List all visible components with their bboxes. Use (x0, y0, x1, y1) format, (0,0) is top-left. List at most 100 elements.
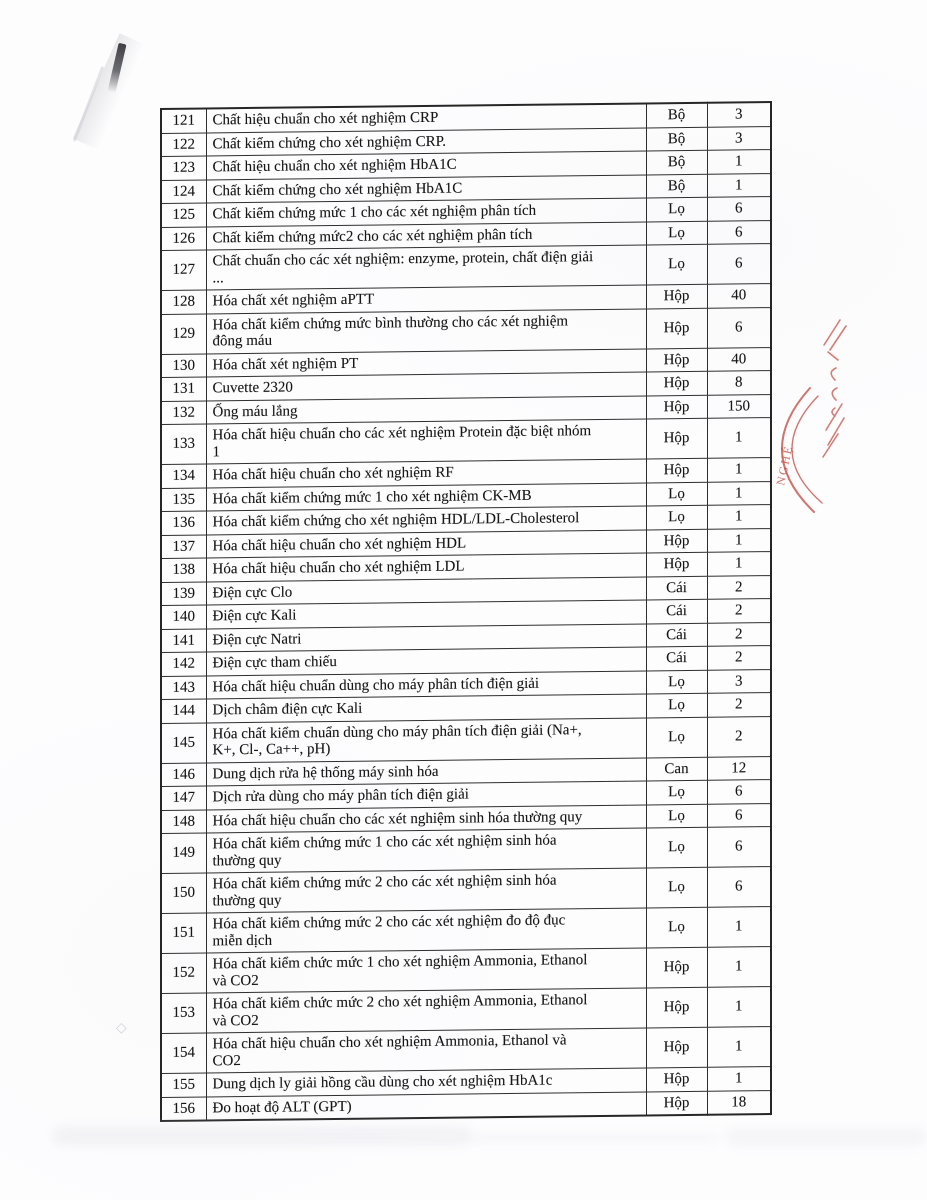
row-quantity: 150 (707, 394, 771, 419)
row-number: 126 (161, 226, 206, 251)
row-number: 153 (161, 992, 206, 1034)
row-quantity: 2 (707, 645, 771, 670)
row-unit: Hộp (646, 458, 707, 483)
row-unit: Lọ (646, 693, 707, 718)
row-quantity: 3 (707, 126, 771, 151)
stamp-inner-arc (791, 395, 823, 504)
row-quantity: 2 (707, 692, 771, 717)
scan-speck-diamond: ◇ (116, 1020, 127, 1036)
row-quantity: 6 (707, 243, 771, 285)
row-unit: Hộp (646, 394, 707, 419)
row-quantity: 1 (707, 946, 771, 988)
stamp-outer-arc (781, 387, 815, 513)
row-quantity: 12 (707, 756, 771, 781)
table-row: 133 Hóa chất hiệu chuẩn cho các xét nghi… (161, 417, 771, 465)
row-unit: Bộ (646, 173, 707, 198)
table-row: 145 Hóa chất kiểm chuẩn dùng cho máy phâ… (161, 716, 771, 763)
row-number: 147 (161, 785, 206, 810)
row-unit: Hộp (646, 987, 707, 1028)
row-number: 144 (161, 698, 206, 723)
row-number: 150 (161, 872, 206, 914)
row-description: Đo hoạt độ ALT (GPT) (206, 1091, 646, 1121)
row-unit: Lọ (646, 669, 707, 694)
row-number: 130 (161, 353, 206, 378)
row-unit: Hộp (646, 371, 707, 396)
row-description: Hóa chất kiểm chức mức 2 cho xét nghiệm … (206, 987, 646, 1033)
row-quantity: 6 (707, 196, 771, 221)
row-unit: Hộp (646, 347, 707, 372)
row-quantity: 1 (707, 417, 771, 459)
row-number: 128 (161, 289, 206, 314)
row-number: 156 (161, 1096, 206, 1121)
row-quantity: 2 (707, 622, 771, 647)
row-number: 152 (161, 952, 206, 994)
row-number: 124 (161, 179, 206, 204)
row-unit: Lọ (646, 780, 707, 805)
row-number: 131 (161, 376, 206, 401)
row-number: 135 (161, 487, 206, 512)
row-quantity: 40 (707, 347, 771, 372)
row-unit: Cái (646, 622, 707, 647)
row-quantity: 40 (707, 283, 771, 308)
row-unit: Hộp (646, 284, 707, 309)
row-quantity: 1 (707, 1066, 771, 1091)
row-quantity: 1 (707, 528, 771, 553)
table-row: 152 Hóa chất kiểm chức mức 1 cho xét ngh… (161, 946, 771, 994)
row-unit: Hộp (646, 947, 707, 988)
table-row: 149 Hóa chất kiểm chứng mức 1 cho các xé… (161, 826, 771, 874)
row-quantity: 1 (707, 173, 771, 198)
row-description: Hóa chất kiểm chức mức 1 cho xét nghiệm … (206, 947, 646, 993)
row-description: Hóa chất hiệu chuẩn cho xét nghiệm Ammon… (206, 1027, 646, 1073)
row-unit: Lọ (646, 803, 707, 828)
row-unit: Lọ (646, 197, 707, 222)
row-quantity: 1 (707, 906, 771, 948)
row-description: Hóa chất kiểm chuẩn dùng cho máy phân tí… (206, 717, 646, 763)
row-number: 122 (161, 132, 206, 157)
row-quantity: 6 (707, 866, 771, 908)
row-quantity: 6 (707, 803, 771, 828)
row-quantity: 1 (707, 457, 771, 482)
row-unit: Hộp (646, 1027, 707, 1068)
bottom-edge-shadow-left (52, 1126, 472, 1146)
row-number: 138 (161, 557, 206, 582)
row-unit: Hộp (646, 528, 707, 553)
row-unit: Hộp (646, 1090, 707, 1116)
row-unit: Lọ (646, 827, 707, 868)
table-row: 150 Hóa chất kiểm chứng mức 2 cho các xé… (161, 866, 771, 914)
dark-corner-mark (107, 42, 127, 94)
row-unit: Lọ (646, 481, 707, 506)
row-number: 123 (161, 155, 206, 180)
row-quantity: 1 (707, 149, 771, 174)
row-number: 148 (161, 809, 206, 834)
row-number: 129 (161, 313, 206, 354)
row-quantity: 2 (707, 598, 771, 623)
row-unit: Lọ (646, 907, 707, 948)
red-handwriting-marks (822, 319, 847, 458)
row-number: 121 (161, 108, 206, 133)
row-number: 133 (161, 423, 206, 465)
row-number: 134 (161, 463, 206, 488)
row-quantity: 3 (707, 669, 771, 694)
row-number: 137 (161, 534, 206, 559)
row-number: 155 (161, 1072, 206, 1097)
items-table-body: 121 Chất hiệu chuẩn cho xét nghiệm CRP B… (161, 102, 771, 1121)
row-unit: Cái (646, 599, 707, 624)
row-unit: Lọ (646, 244, 707, 285)
row-unit: Hộp (646, 552, 707, 577)
row-number: 151 (161, 912, 206, 954)
row-unit: Bộ (646, 126, 707, 151)
table-wrap: 121 Chất hiệu chuẩn cho xét nghiệm CRP B… (160, 101, 772, 1123)
row-number: 132 (161, 400, 206, 425)
row-unit: Hộp (646, 307, 707, 349)
row-unit: Bộ (646, 102, 707, 128)
row-description: Hóa chất hiệu chuẩn cho các xét nghiệm P… (206, 418, 646, 464)
items-table: 121 Chất hiệu chuẩn cho xét nghiệm CRP B… (160, 101, 772, 1123)
row-quantity: 1 (707, 551, 771, 576)
row-description: Hóa chất kiểm chứng mức 1 cho các xét ng… (206, 827, 646, 873)
row-number: 142 (161, 651, 206, 676)
row-unit: Hộp (646, 1067, 707, 1092)
row-quantity: 2 (707, 716, 771, 757)
row-description: Hóa chất kiểm chứng mức 2 cho các xét ng… (206, 867, 646, 913)
row-number: 149 (161, 832, 206, 874)
table-row: 153 Hóa chất kiểm chức mức 2 cho xét ngh… (161, 986, 771, 1034)
